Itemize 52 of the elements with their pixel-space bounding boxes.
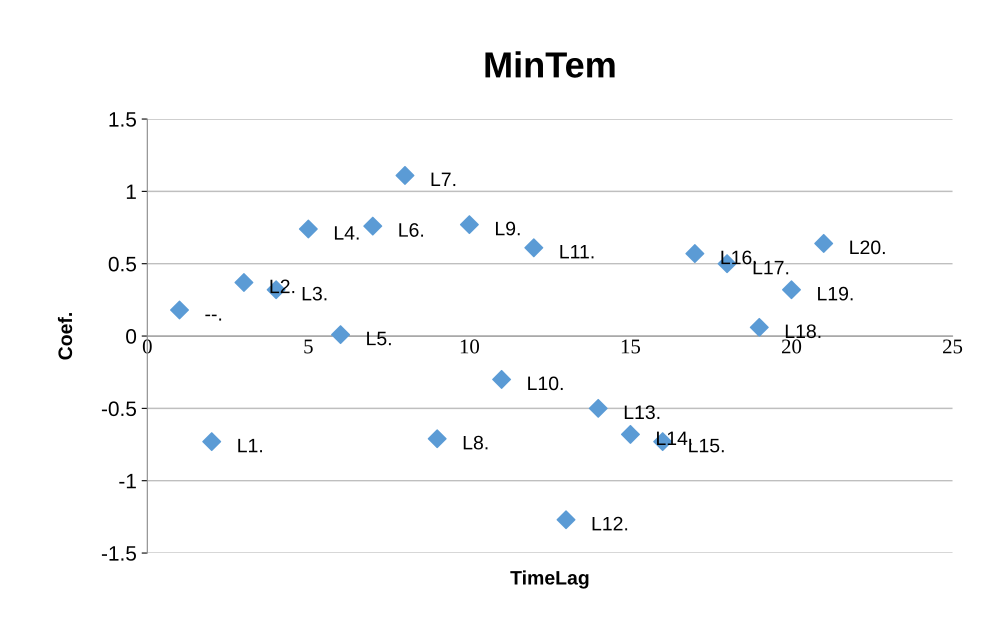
annotation: L17. bbox=[754, 260, 788, 274]
point bbox=[620, 424, 640, 444]
annotation: L20. bbox=[850, 240, 885, 254]
point bbox=[492, 370, 512, 389]
x-tick-label: 15 bbox=[622, 340, 640, 354]
y-tick-label: 0 bbox=[126, 329, 136, 344]
annotation: L7. bbox=[432, 172, 456, 186]
annotation: L19. bbox=[818, 286, 853, 301]
y-tick-label: -1 bbox=[119, 474, 136, 488]
x-tick-label: 20 bbox=[782, 339, 802, 354]
point bbox=[750, 318, 769, 337]
point bbox=[556, 510, 576, 530]
annotation: L15. bbox=[689, 438, 724, 452]
annotation: L18. bbox=[786, 324, 820, 338]
x-axis-title: TimeLag bbox=[510, 570, 588, 589]
x-tick-label: 0 bbox=[142, 339, 152, 354]
annotation: L13. bbox=[624, 405, 660, 420]
x-tick-label: 10 bbox=[460, 339, 480, 354]
annotation: L8. bbox=[464, 436, 488, 450]
point bbox=[524, 238, 544, 258]
point bbox=[460, 215, 479, 234]
point bbox=[331, 325, 350, 344]
annotation: L12. bbox=[592, 516, 628, 530]
point bbox=[202, 432, 222, 452]
x-tick-label: 5 bbox=[304, 340, 313, 354]
annotation: L5. bbox=[367, 332, 391, 346]
y-tick-label: -1.5 bbox=[102, 546, 136, 561]
point bbox=[234, 273, 254, 292]
annotation: L1. bbox=[238, 438, 262, 452]
y-tick-label: 1 bbox=[126, 184, 136, 199]
annotation: L9. bbox=[496, 222, 520, 236]
y-tick-label: 1.5 bbox=[110, 112, 136, 127]
annotation: L6. bbox=[399, 223, 424, 237]
annotation: --. bbox=[205, 314, 222, 321]
annotation: L3. bbox=[302, 286, 326, 301]
y-axis-title: Coef. bbox=[58, 313, 72, 360]
y-tick-label: -0.5 bbox=[102, 401, 136, 416]
annotation: L4. bbox=[334, 226, 359, 240]
point bbox=[588, 398, 608, 418]
point bbox=[685, 244, 704, 264]
annotation: L11. bbox=[560, 245, 594, 258]
y-tick-label: 0.5 bbox=[108, 256, 136, 272]
point bbox=[363, 216, 382, 236]
chart-title: MinTem bbox=[485, 51, 615, 78]
point bbox=[782, 280, 801, 300]
point bbox=[428, 429, 447, 448]
point bbox=[298, 220, 318, 238]
annotation: L10. bbox=[528, 376, 563, 390]
point bbox=[395, 166, 414, 185]
point bbox=[814, 234, 834, 253]
point bbox=[170, 300, 189, 320]
x-tick-label: 25 bbox=[943, 339, 962, 354]
